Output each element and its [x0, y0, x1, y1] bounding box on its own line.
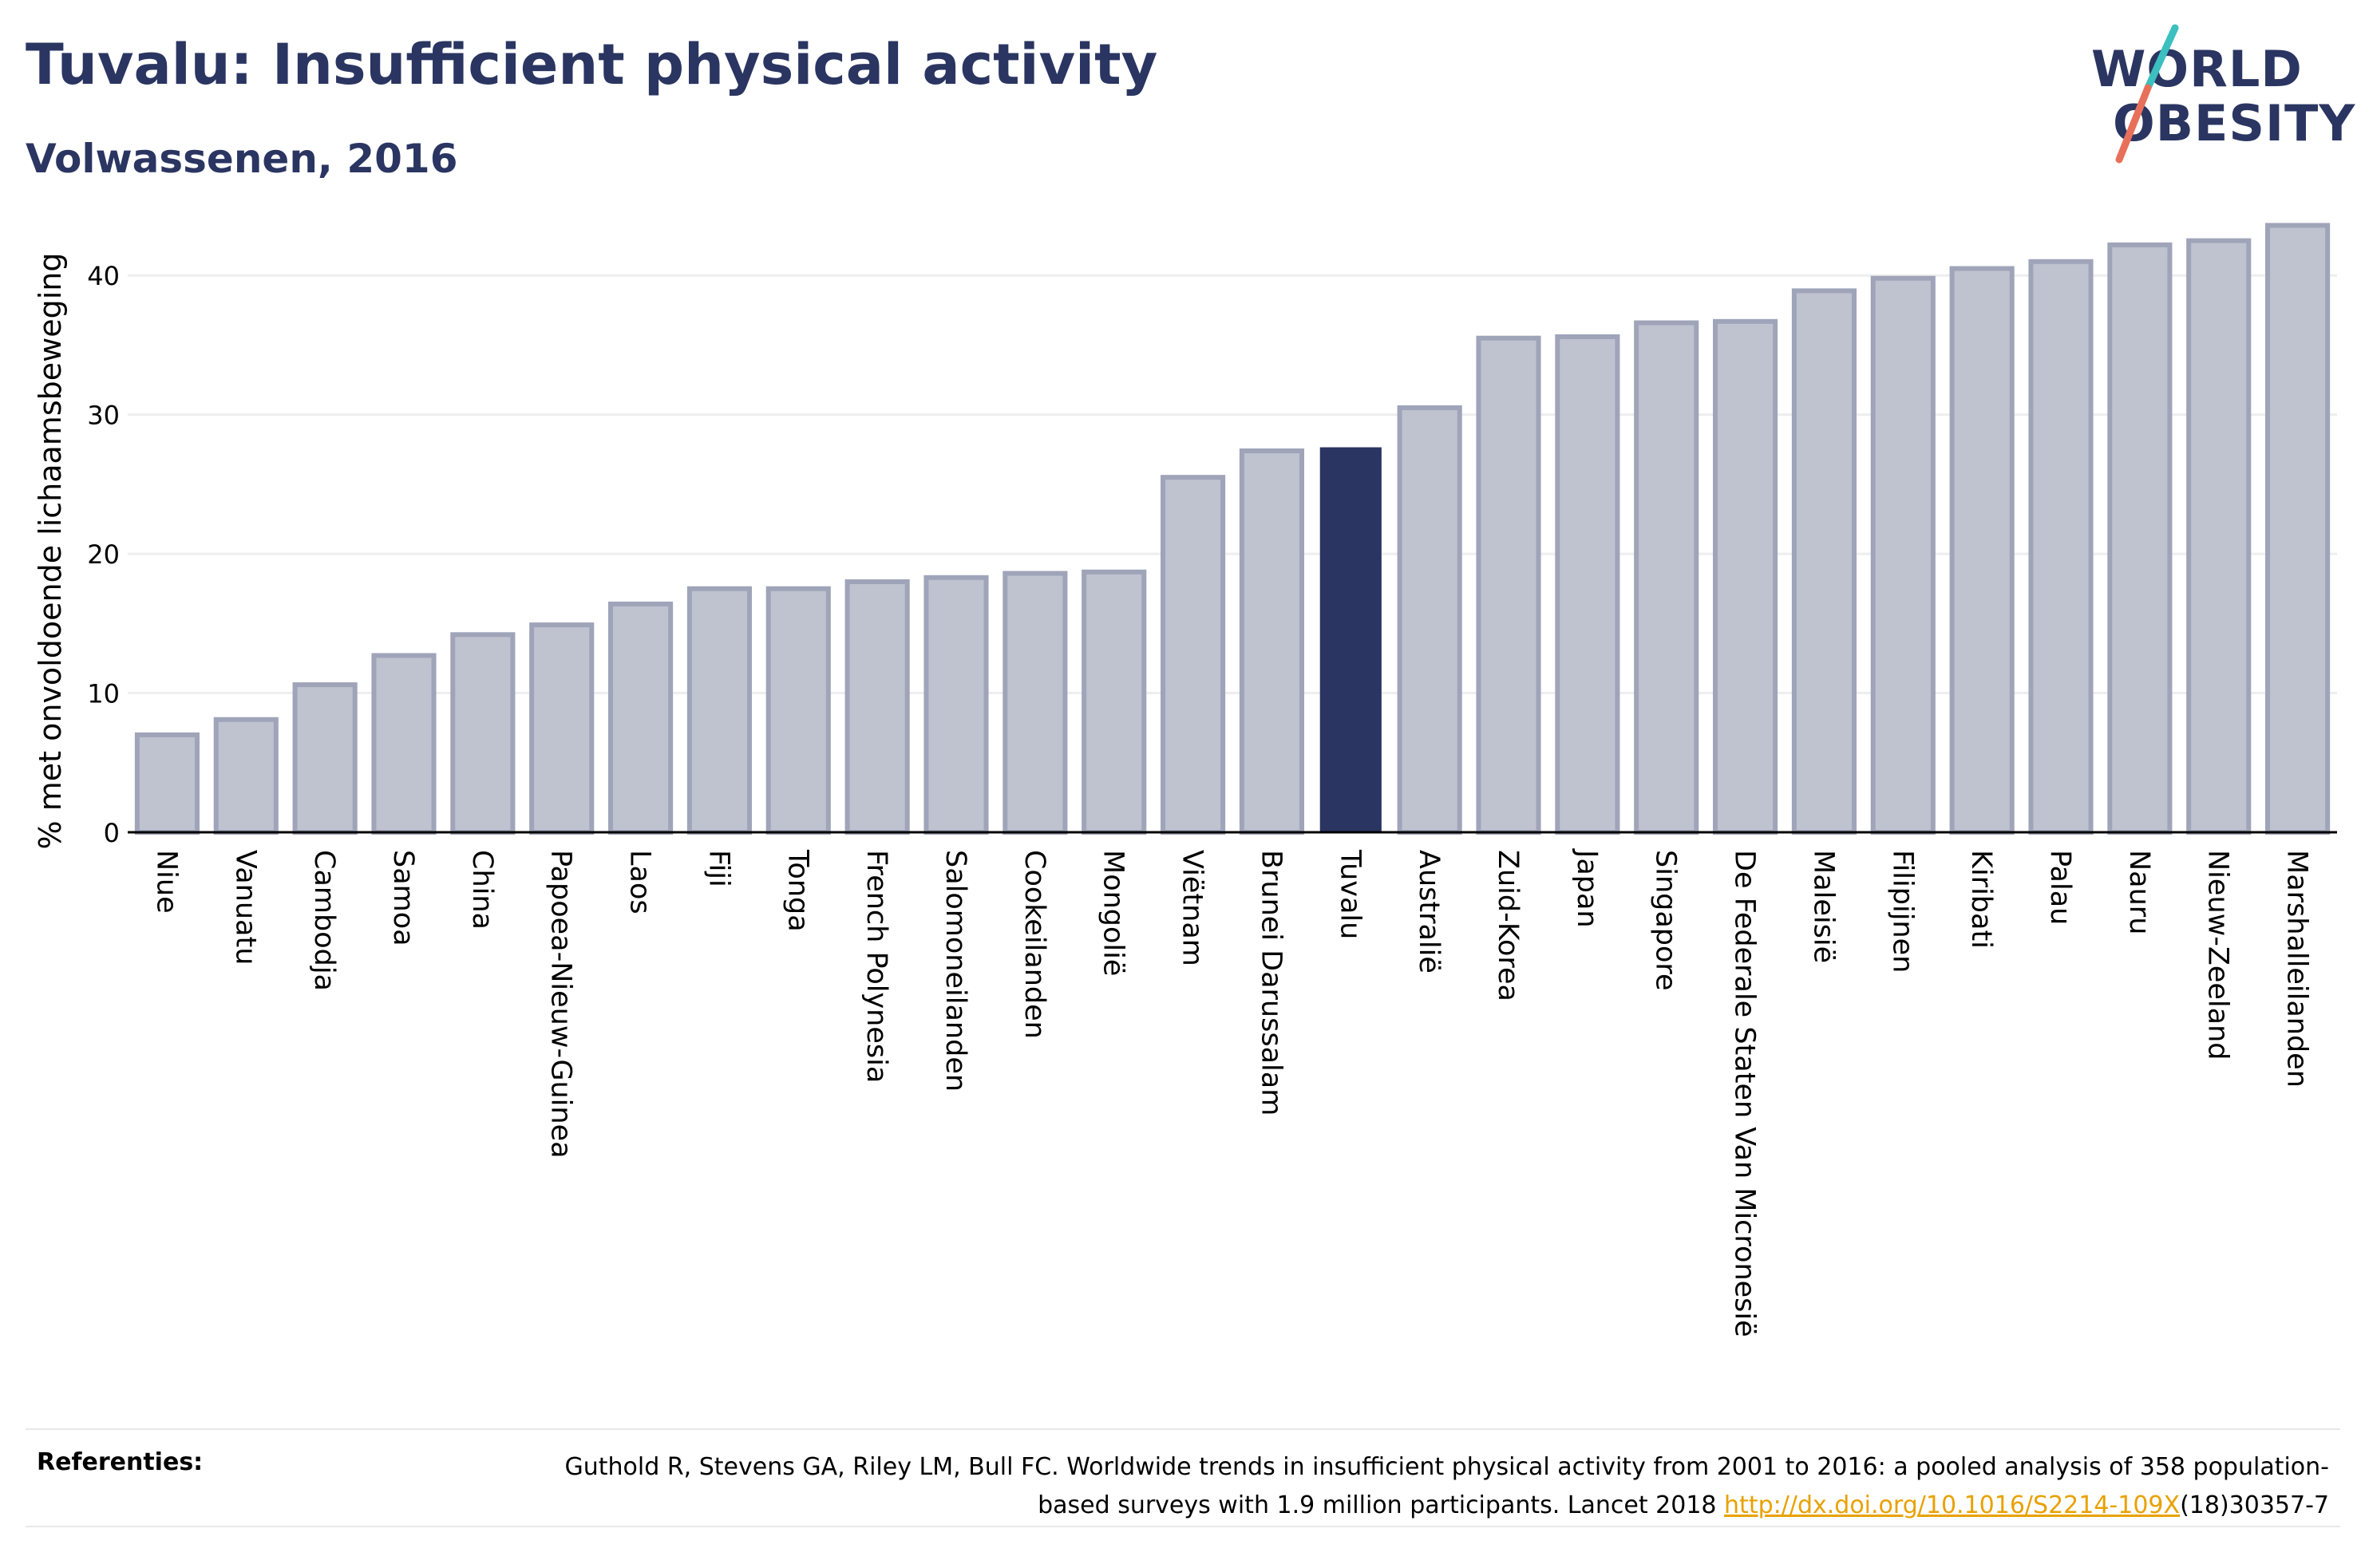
bar-chart: 0 10 20 30 40 % met onvoldoende lichaamsbeweg… — [33, 223, 2337, 1337]
x-tick-label: De Federale Staten Van Micronesië — [1729, 850, 1761, 1337]
x-tick-label: Kiribati — [1965, 850, 1997, 949]
bar-de-federale-staten-van-micronesi- — [1713, 318, 1778, 835]
chart-subtitle: Volwassenen, 2016 — [26, 136, 458, 182]
bar-laos — [608, 601, 674, 835]
bar-vi-tnam — [1161, 475, 1226, 835]
category-labels: Niue Vanuatu Cambodja Samoa China Papoea-Nieu… — [150, 848, 2312, 1337]
x-tick-label: Maleisië — [1807, 850, 1839, 963]
chart-title: Tuvalu: Insufficient physical activity — [26, 32, 1158, 97]
reference-citation-end: (18)30357-7 — [2180, 1491, 2329, 1519]
bar-brunei-darussalam — [1239, 448, 1304, 835]
x-tick-label: Japan — [1571, 848, 1603, 928]
bar-japan — [1555, 334, 1620, 835]
bar-filipijnen — [1870, 275, 1936, 835]
bar-palau — [2028, 259, 2094, 835]
x-tick-label: Tonga — [781, 849, 813, 932]
y-tick-label: 30 — [87, 401, 120, 431]
x-tick-label: Nauru — [2123, 850, 2155, 934]
references-top-divider — [26, 1428, 2340, 1430]
x-tick-label: Papoea-Nieuw-Guinea — [545, 850, 577, 1159]
bar-singapore — [1634, 320, 1699, 835]
references-text: Guthold R, Stevens GA, Riley LM, Bull FC… — [493, 1448, 2329, 1525]
references-label: Referenties: — [37, 1448, 204, 1476]
bars — [134, 223, 2331, 835]
bar-zuid-korea — [1476, 335, 1541, 835]
x-tick-label: Cambodja — [308, 850, 340, 991]
bar-tonga — [765, 586, 831, 835]
y-tick-label: 0 — [104, 818, 120, 848]
world-obesity-logo: WORLD OBESITY — [2079, 24, 2355, 168]
x-tick-label: Fiji — [702, 850, 734, 887]
x-tick-label: Laos — [624, 850, 656, 914]
x-tick-label: French Polynesia — [860, 850, 892, 1083]
y-axis-title: % met onvoldoende lichaamsbeweging — [33, 253, 68, 850]
y-tick-label: 40 — [87, 261, 120, 291]
y-tick-label: 10 — [87, 679, 120, 709]
x-tick-label: Singapore — [1650, 850, 1682, 991]
bar-french-polynesia — [844, 579, 910, 835]
bar-mongoli- — [1082, 569, 1147, 835]
x-tick-label: Tuvalu — [1334, 849, 1366, 939]
logo-word-obesity: OBESITY — [2113, 94, 2356, 152]
x-tick-label: Niue — [150, 850, 182, 914]
bar-kiribati — [1949, 266, 2015, 835]
logo-word-world: WORLD — [2091, 40, 2303, 98]
x-tick-label: Brunei Darussalam — [1255, 850, 1287, 1116]
x-tick-label: Samoa — [387, 850, 419, 946]
x-tick-label: Salomoneilanden — [939, 850, 971, 1092]
axes: 0 10 20 30 40 % met onvoldoende lichaamsbeweg… — [33, 253, 2337, 850]
bar-nauru — [2107, 242, 2173, 835]
logo-slash-icon — [2115, 24, 2179, 164]
x-tick-label: Australië — [1413, 850, 1445, 974]
x-tick-label: Marshalleilanden — [2281, 850, 2313, 1088]
bar-china — [450, 632, 516, 835]
x-tick-label: China — [466, 850, 498, 930]
x-tick-label: Nieuw-Zeeland — [2202, 850, 2234, 1060]
x-tick-label: Viëtnam — [1177, 850, 1208, 966]
bar-cookeilanden — [1003, 571, 1068, 835]
bar-australi- — [1397, 405, 1462, 835]
bar-tuvalu — [1319, 447, 1382, 833]
bar-vanuatu — [213, 717, 279, 835]
x-tick-label: Mongolië — [1097, 850, 1129, 976]
bar-cambodja — [292, 682, 358, 835]
reference-citation: Guthold R, Stevens GA, Riley LM, Bull FC… — [564, 1453, 2329, 1519]
x-tick-label: Zuid-Korea — [1492, 850, 1524, 1001]
bar-salomoneilanden — [923, 575, 989, 835]
bar-nieuw-zeeland — [2186, 238, 2252, 835]
bar-fiji — [686, 586, 752, 835]
x-tick-label: Vanuatu — [229, 850, 261, 965]
x-tick-label: Palau — [2044, 850, 2076, 925]
bar-maleisi- — [1791, 288, 1857, 835]
bar-marshalleilanden — [2265, 223, 2331, 835]
bar-samoa — [371, 653, 437, 835]
x-tick-label: Filipijnen — [1886, 850, 1918, 973]
reference-doi-link[interactable]: http://dx.doi.org/10.1016/S2214-109X — [1724, 1491, 2181, 1519]
bar-niue — [134, 732, 200, 835]
references-bottom-divider — [26, 1526, 2340, 1527]
bar-papoea-nieuw-guinea — [529, 622, 595, 835]
x-tick-label: Cookeilanden — [1018, 850, 1050, 1039]
y-tick-label: 20 — [87, 539, 120, 570]
